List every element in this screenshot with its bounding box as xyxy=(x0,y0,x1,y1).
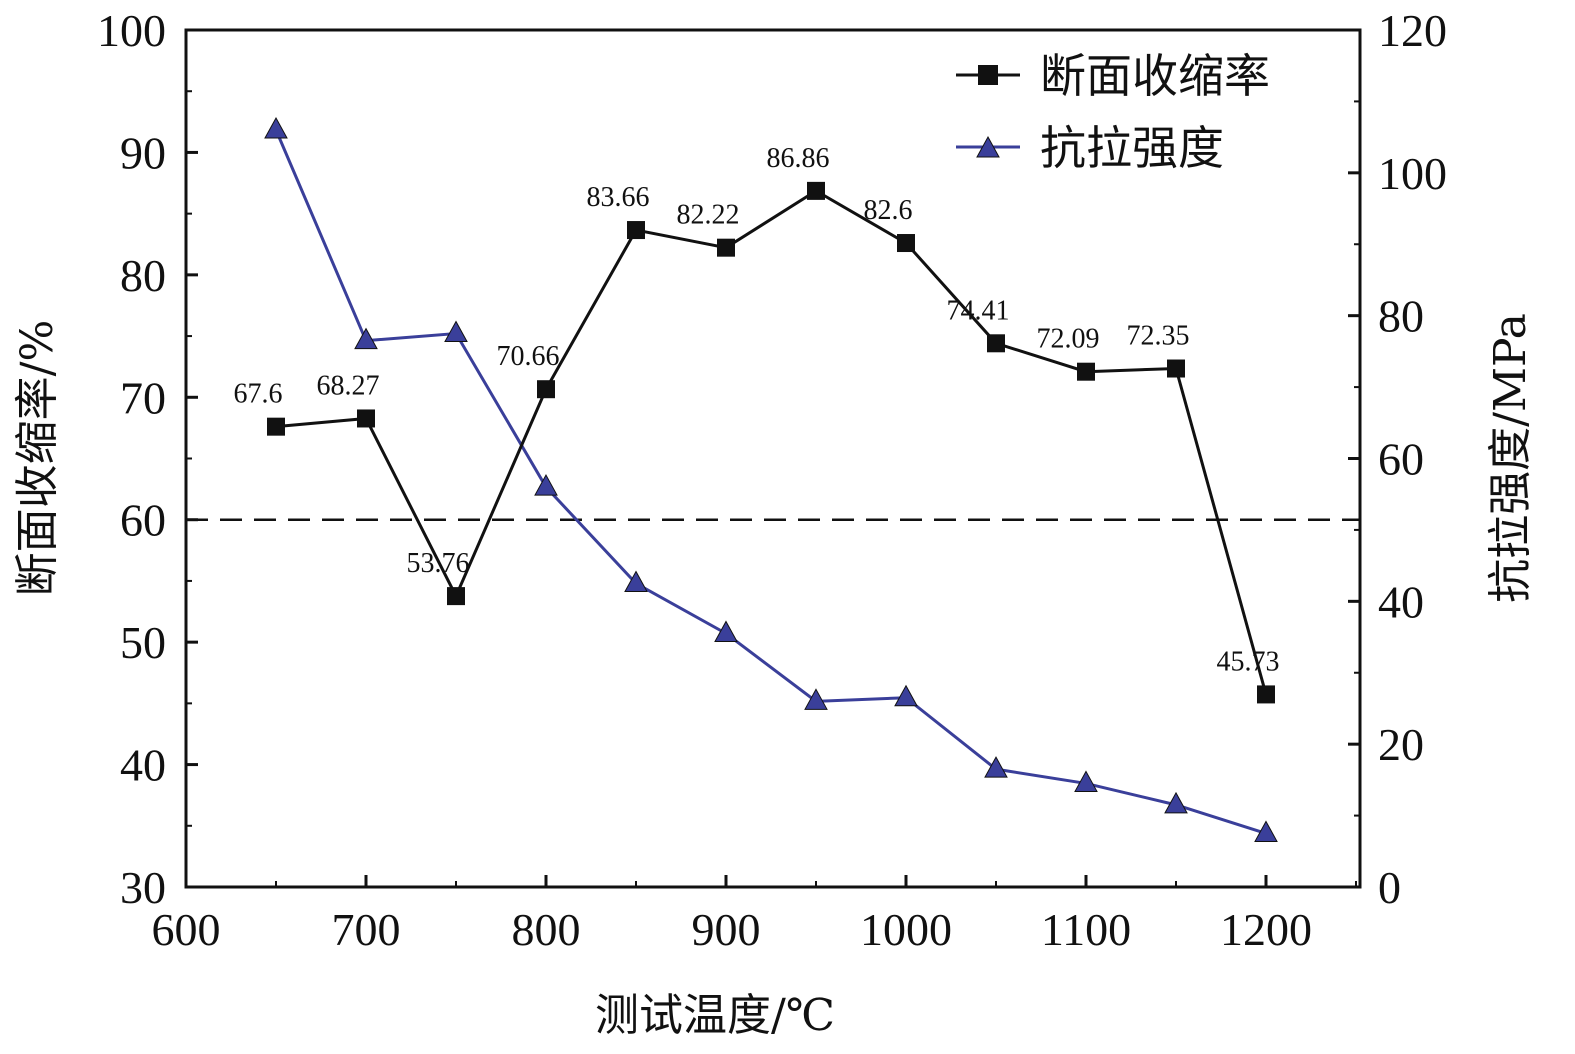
x-tick-label: 600 xyxy=(152,904,221,955)
data-label: 67.6 xyxy=(234,379,283,410)
data-label: 70.66 xyxy=(497,341,560,372)
strength-point xyxy=(444,320,468,343)
shrinkage-point xyxy=(357,409,375,428)
data-label: 68.27 xyxy=(317,370,380,401)
shrinkage-point xyxy=(267,417,285,436)
left-tick-label: 70 xyxy=(120,372,166,423)
shrinkage-point xyxy=(807,181,825,200)
legend-label-strength: 抗拉强度 xyxy=(1040,121,1224,175)
data-label: 53.76 xyxy=(407,548,470,579)
right-tick-label: 120 xyxy=(1378,5,1447,56)
right-tick-label: 60 xyxy=(1378,434,1424,485)
series-line-strength xyxy=(274,129,1267,835)
data-label: 72.35 xyxy=(1127,321,1190,352)
strength-point xyxy=(264,116,288,139)
left-tick-label: 30 xyxy=(120,862,166,913)
data-label: 83.66 xyxy=(587,182,650,213)
data-label: 86.86 xyxy=(767,143,830,174)
shrinkage-point xyxy=(537,380,555,399)
right-tick-label: 100 xyxy=(1378,148,1447,199)
shrinkage-point xyxy=(717,238,735,257)
shrinkage-point xyxy=(627,221,645,240)
legend-label-shrinkage: 断面收缩率 xyxy=(1040,49,1270,103)
x-tick-label: 700 xyxy=(332,904,401,955)
strength-point xyxy=(624,570,648,592)
right-axis-title: 抗拉强度/MPa xyxy=(1485,313,1536,603)
data-label: 74.41 xyxy=(947,295,1010,326)
x-tick-label: 800 xyxy=(512,904,581,955)
left-axis-ticks: 30 40 50 60 70 80 90 100 xyxy=(97,5,198,913)
shrinkage-point xyxy=(1257,685,1275,704)
data-label: 45.73 xyxy=(1217,646,1280,677)
strength-point xyxy=(984,756,1008,778)
strength-point xyxy=(1164,791,1188,814)
series-line-shrinkage xyxy=(275,189,1268,695)
strength-point xyxy=(1074,770,1098,792)
legend-marker-shrinkage xyxy=(978,65,998,85)
x-axis-ticks: 600 700 800 900 1000 1100 1200 xyxy=(152,875,1357,955)
right-tick-label: 20 xyxy=(1378,719,1424,770)
x-tick-label: 900 xyxy=(692,904,761,955)
strength-point xyxy=(534,474,558,496)
left-tick-label: 60 xyxy=(120,495,166,546)
shrinkage-point xyxy=(897,234,915,253)
x-axis-title: 测试温度/℃ xyxy=(595,990,835,1041)
left-tick-label: 100 xyxy=(97,5,166,56)
data-label: 82.6 xyxy=(864,195,913,226)
data-label-layer: 67.6 68.27 53.76 70.66 83.66 82.22 86.86 82.6 74… xyxy=(234,143,1280,678)
strength-point xyxy=(1254,820,1278,842)
shrinkage-point xyxy=(447,587,465,606)
left-tick-label: 80 xyxy=(120,250,166,301)
shrinkage-point xyxy=(1167,359,1185,378)
data-label: 72.09 xyxy=(1037,324,1100,355)
right-tick-label: 0 xyxy=(1378,862,1401,913)
x-tick-label: 1000 xyxy=(860,904,952,955)
left-tick-label: 40 xyxy=(120,740,166,791)
shrinkage-point xyxy=(987,334,1005,353)
strength-point xyxy=(894,684,918,707)
x-tick-label: 1100 xyxy=(1041,904,1131,955)
strength-point xyxy=(714,620,738,642)
left-tick-label: 90 xyxy=(120,127,166,178)
right-tick-label: 40 xyxy=(1378,576,1424,627)
left-tick-label: 50 xyxy=(120,617,166,668)
left-axis-title: 断面收缩率/% xyxy=(12,320,63,597)
right-axis-ticks: 0 20 40 60 80 100 120 xyxy=(1348,5,1447,913)
legend: 断面收缩率 抗拉强度 xyxy=(956,49,1270,175)
right-tick-label: 80 xyxy=(1378,291,1424,342)
x-tick-label: 1200 xyxy=(1220,904,1312,955)
strength-point xyxy=(354,327,378,350)
legend-marker-strength xyxy=(976,135,1000,158)
data-label: 82.22 xyxy=(677,200,740,231)
strength-point xyxy=(804,688,828,710)
series-layer xyxy=(264,116,1278,842)
shrinkage-point xyxy=(1077,362,1095,381)
